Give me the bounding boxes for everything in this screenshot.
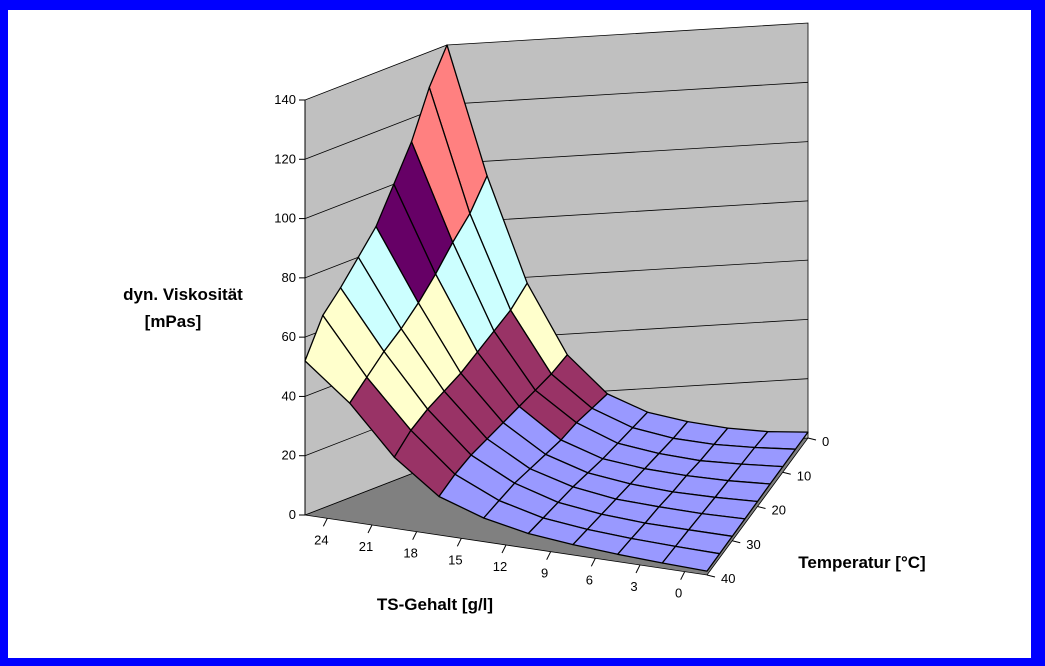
- y-tick-mark: [757, 506, 766, 509]
- x-tick-label: 9: [541, 566, 548, 581]
- z-tick-label: 140: [274, 92, 296, 107]
- x-tick-mark: [367, 524, 373, 534]
- x-tick-label: 3: [630, 579, 637, 594]
- y-tick-label: 0: [822, 434, 829, 449]
- z-tick-label: 60: [282, 329, 296, 344]
- x-axis-title: TS-Gehalt [g/l]: [377, 595, 493, 614]
- y-tick-label: 20: [772, 503, 786, 518]
- x-tick-mark: [546, 551, 552, 560]
- x-tick-label: 15: [448, 552, 462, 567]
- x-tick-label: 18: [403, 546, 417, 561]
- y-tick-mark: [807, 437, 817, 441]
- x-tick-label: 12: [493, 559, 507, 574]
- z-tick-label: 40: [282, 388, 296, 403]
- x-tick-label: 21: [359, 539, 373, 554]
- x-tick-mark: [456, 538, 462, 547]
- surface-cell: [661, 545, 721, 572]
- surface-plot: [304, 44, 809, 572]
- y-axis-title: Temperatur [°C]: [798, 553, 925, 572]
- x-tick-label: 24: [314, 532, 328, 547]
- y-tick-label: 40: [721, 571, 735, 586]
- z-tick-label: 0: [289, 507, 296, 522]
- y-tick-mark: [782, 471, 791, 475]
- z-tick-label: 80: [282, 270, 296, 285]
- x-tick-mark: [412, 531, 418, 540]
- z-tick-label: 120: [274, 151, 296, 166]
- y-tick-mark: [732, 540, 741, 544]
- x-tick-label: 0: [675, 586, 682, 601]
- x-tick-mark: [590, 558, 596, 567]
- x-tick-mark: [501, 544, 507, 554]
- x-tick-mark: [322, 518, 328, 527]
- x-tick-mark: [680, 571, 686, 580]
- y-tick-mark: [706, 574, 716, 578]
- z-tick-label: 100: [274, 211, 296, 226]
- z-tick-label: 20: [282, 448, 296, 463]
- y-tick-label: 10: [797, 468, 811, 483]
- y-tick-label: 30: [746, 537, 760, 552]
- x-tick-mark: [635, 564, 641, 574]
- z-axis-title-line2: [mPas]: [145, 312, 202, 331]
- z-axis-title-line1: dyn. Viskosität: [123, 285, 243, 304]
- x-tick-label: 6: [586, 572, 593, 587]
